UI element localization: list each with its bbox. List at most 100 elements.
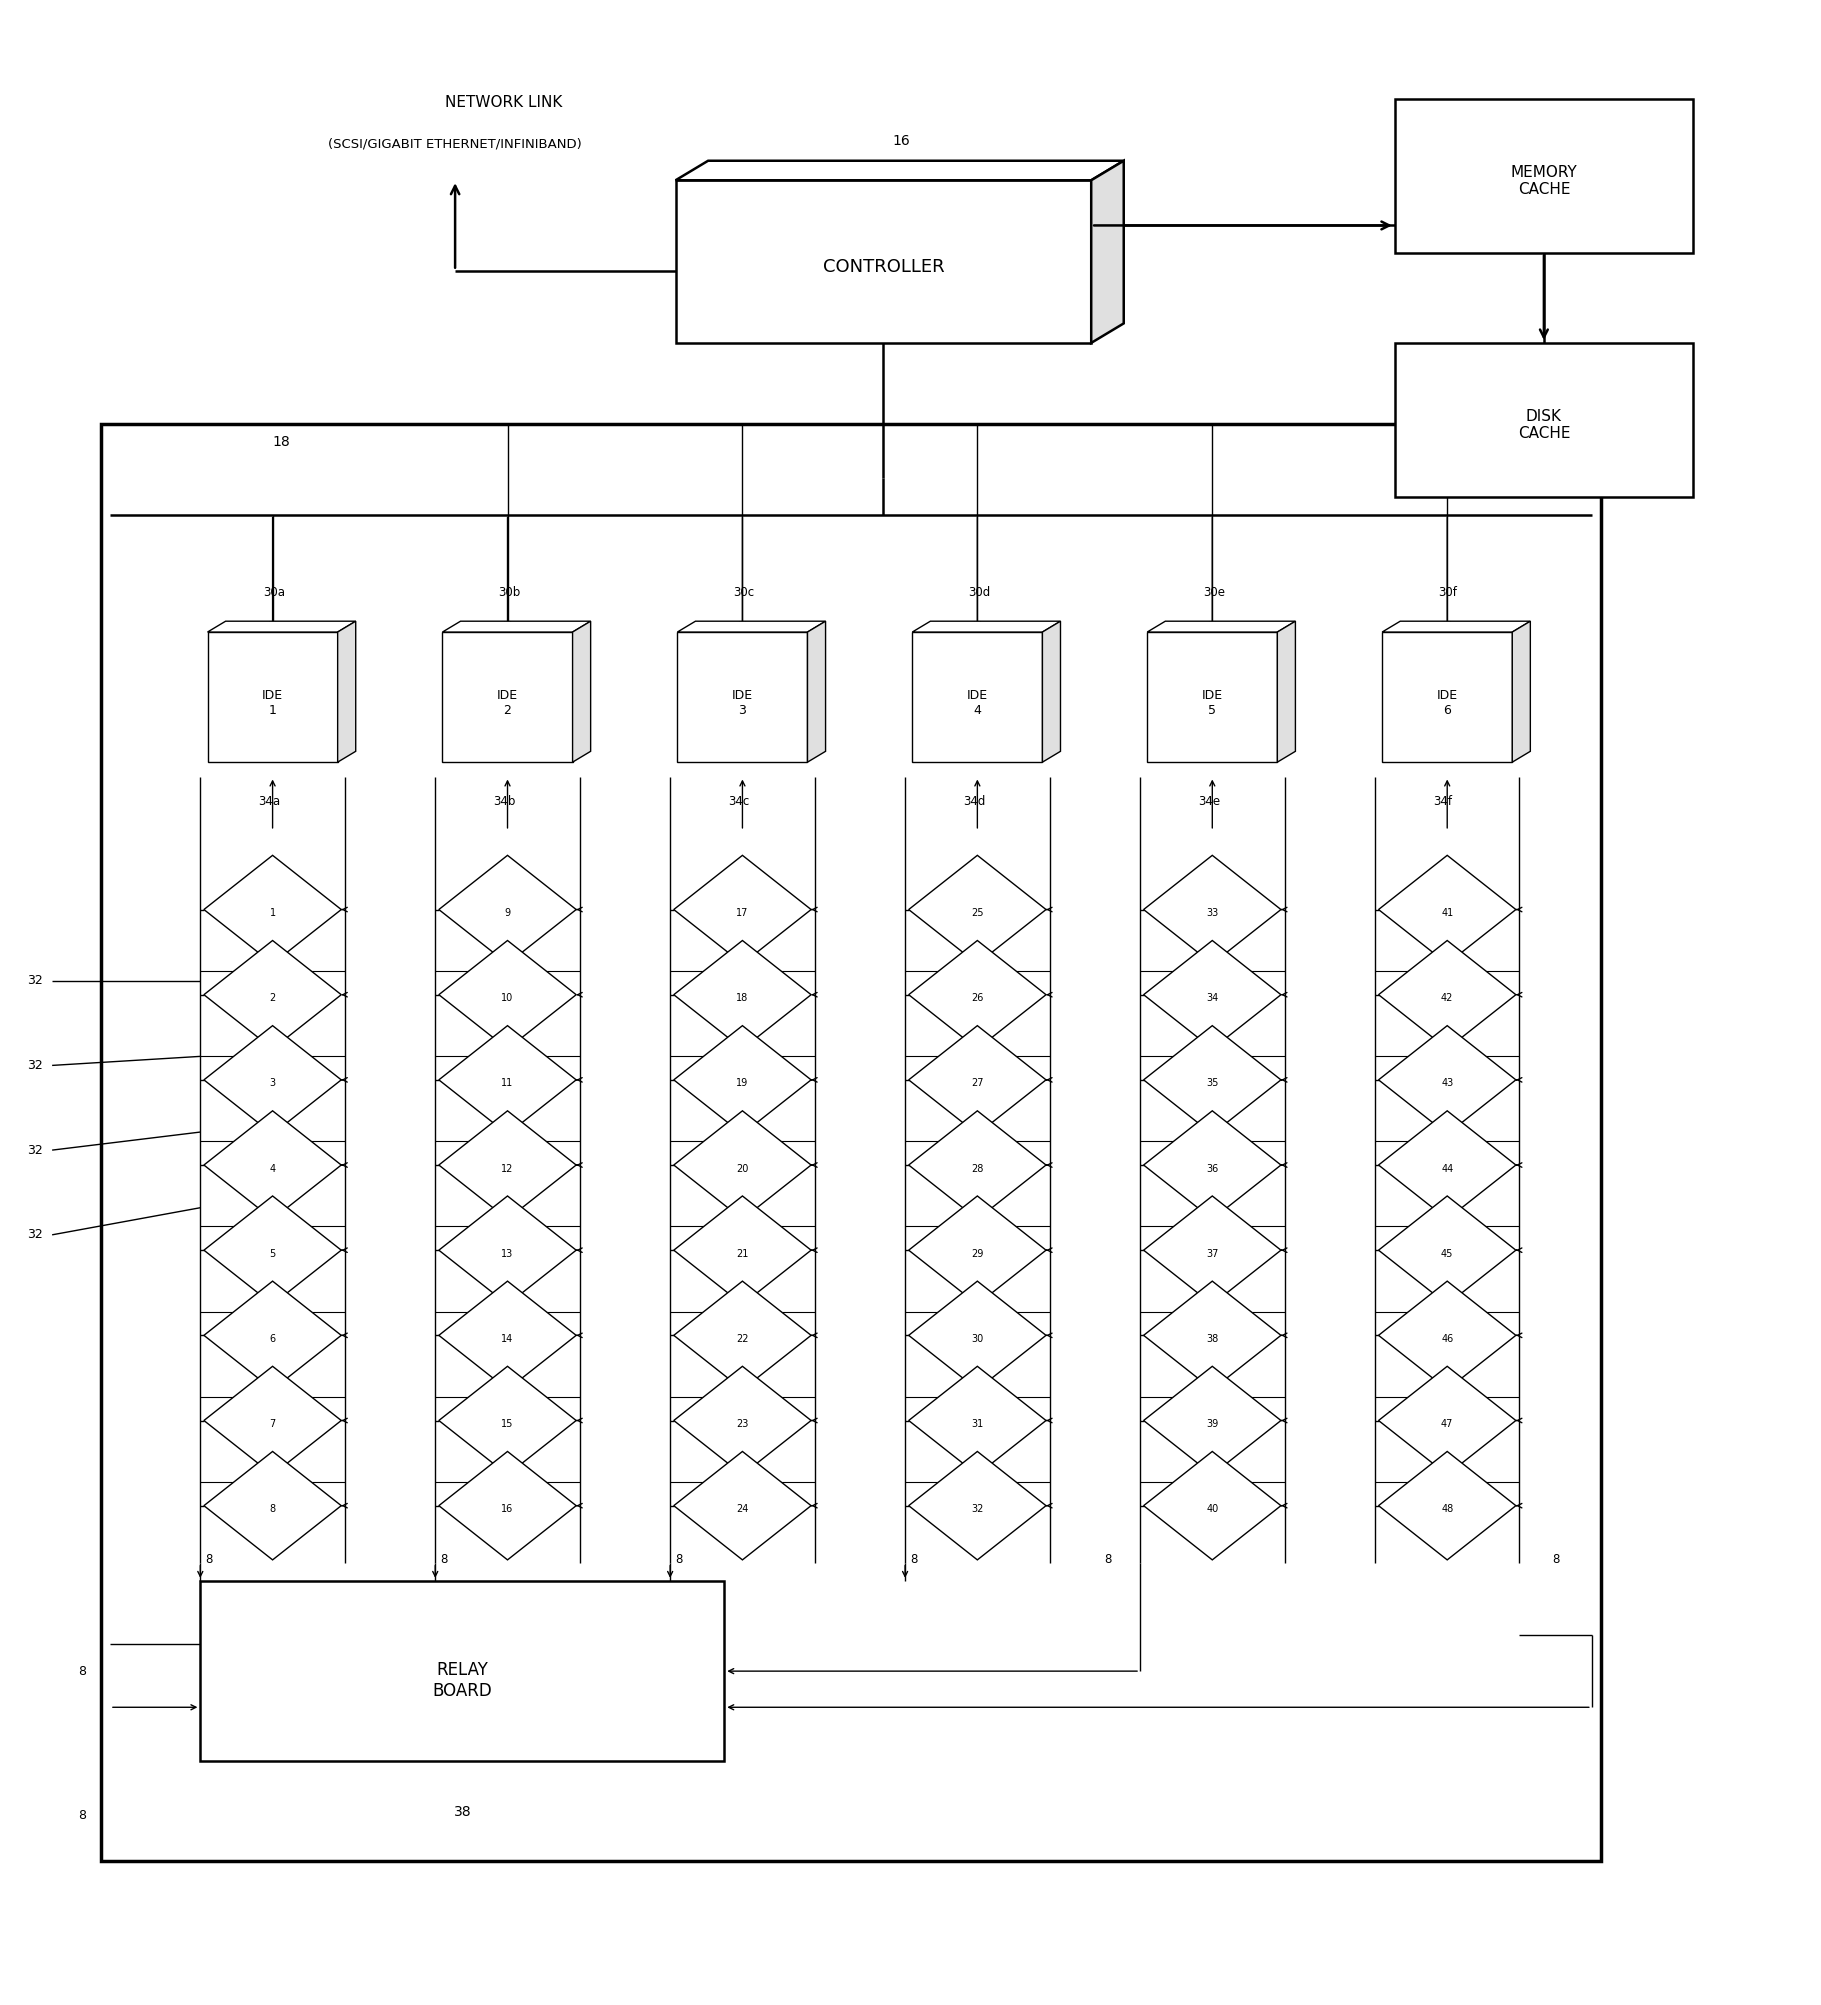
Text: (SCSI/GIGABIT ETHERNET/INFINIBAND): (SCSI/GIGABIT ETHERNET/INFINIBAND): [328, 138, 583, 150]
Text: 9: 9: [504, 908, 510, 918]
Text: RELAY
BOARD: RELAY BOARD: [432, 1660, 492, 1700]
Polygon shape: [1147, 622, 1295, 632]
Text: IDE
2: IDE 2: [497, 688, 519, 716]
Text: 26: 26: [971, 992, 983, 1002]
Text: 32: 32: [27, 974, 44, 986]
Text: 3: 3: [270, 1079, 275, 1089]
Text: 2: 2: [270, 992, 275, 1002]
Text: 36: 36: [1206, 1163, 1218, 1173]
Text: 1: 1: [270, 908, 275, 918]
Bar: [1382, 632, 1511, 762]
Bar: [912, 632, 1042, 762]
Text: 30d: 30d: [969, 585, 991, 599]
Text: 32: 32: [27, 1059, 44, 1073]
Polygon shape: [1378, 856, 1515, 964]
Polygon shape: [1378, 1452, 1515, 1560]
Polygon shape: [1378, 1111, 1515, 1219]
Text: 10: 10: [501, 992, 514, 1002]
Text: 34d: 34d: [963, 796, 985, 808]
Polygon shape: [909, 1195, 1045, 1305]
Text: 33: 33: [1206, 908, 1218, 918]
Polygon shape: [208, 622, 355, 632]
Polygon shape: [674, 1027, 810, 1135]
Polygon shape: [674, 856, 810, 964]
Text: IDE
5: IDE 5: [1202, 688, 1224, 716]
Polygon shape: [1042, 622, 1060, 762]
Polygon shape: [1144, 1452, 1280, 1560]
Polygon shape: [1378, 1281, 1515, 1389]
Text: 8: 8: [1104, 1552, 1111, 1566]
Polygon shape: [204, 1195, 341, 1305]
Text: 23: 23: [736, 1420, 748, 1430]
Text: 37: 37: [1206, 1249, 1218, 1259]
Text: IDE
3: IDE 3: [732, 688, 754, 716]
Text: IDE
1: IDE 1: [262, 688, 282, 716]
Polygon shape: [1277, 622, 1295, 762]
Polygon shape: [204, 940, 341, 1049]
Text: 8: 8: [910, 1552, 918, 1566]
Text: 44: 44: [1440, 1163, 1453, 1173]
Text: 25: 25: [971, 908, 983, 918]
Polygon shape: [204, 1111, 341, 1219]
Text: 28: 28: [971, 1163, 983, 1173]
Polygon shape: [204, 1281, 341, 1389]
Text: 38: 38: [1206, 1333, 1218, 1343]
Text: 29: 29: [971, 1249, 983, 1259]
Text: 34: 34: [1206, 992, 1218, 1002]
Polygon shape: [443, 622, 590, 632]
Text: 8: 8: [441, 1552, 448, 1566]
Polygon shape: [1144, 856, 1280, 964]
Text: 21: 21: [736, 1249, 748, 1259]
Text: 8: 8: [676, 1552, 683, 1566]
Polygon shape: [674, 1452, 810, 1560]
Text: 5: 5: [270, 1249, 275, 1259]
Polygon shape: [674, 1195, 810, 1305]
Text: 42: 42: [1440, 992, 1453, 1002]
Text: 12: 12: [501, 1163, 514, 1173]
Polygon shape: [439, 940, 575, 1049]
Text: IDE
4: IDE 4: [967, 688, 989, 716]
Polygon shape: [909, 1111, 1045, 1219]
Polygon shape: [674, 940, 810, 1049]
Text: 34a: 34a: [259, 796, 280, 808]
Bar: [1395, 98, 1694, 253]
Text: 40: 40: [1206, 1504, 1218, 1514]
Text: CONTROLLER: CONTROLLER: [823, 259, 945, 277]
Text: 18: 18: [273, 435, 290, 449]
Polygon shape: [1144, 1111, 1280, 1219]
Polygon shape: [1378, 1365, 1515, 1476]
Text: 32: 32: [27, 1229, 44, 1241]
Text: 22: 22: [736, 1333, 748, 1343]
Polygon shape: [674, 1281, 810, 1389]
Text: 43: 43: [1440, 1079, 1453, 1089]
Polygon shape: [439, 1452, 575, 1560]
Text: 32: 32: [971, 1504, 983, 1514]
Text: 4: 4: [270, 1163, 275, 1173]
Text: 41: 41: [1440, 908, 1453, 918]
Text: 18: 18: [736, 992, 748, 1002]
Polygon shape: [1144, 1365, 1280, 1476]
Polygon shape: [204, 1365, 341, 1476]
Text: 35: 35: [1206, 1079, 1218, 1089]
Bar: [1395, 343, 1694, 497]
Text: 30f: 30f: [1439, 585, 1457, 599]
Text: MEMORY
CACHE: MEMORY CACHE: [1510, 164, 1577, 196]
Polygon shape: [674, 1111, 810, 1219]
Polygon shape: [1382, 622, 1530, 632]
Polygon shape: [1144, 940, 1280, 1049]
Polygon shape: [204, 856, 341, 964]
Text: 14: 14: [501, 1333, 514, 1343]
Polygon shape: [204, 1027, 341, 1135]
Polygon shape: [674, 1365, 810, 1476]
Text: 6: 6: [270, 1333, 275, 1343]
Text: 30e: 30e: [1204, 585, 1226, 599]
Bar: [100, 425, 1601, 1861]
Text: 16: 16: [501, 1504, 514, 1514]
Text: 8: 8: [206, 1552, 213, 1566]
Polygon shape: [677, 622, 825, 632]
Text: DISK
CACHE: DISK CACHE: [1517, 409, 1570, 441]
Polygon shape: [439, 1195, 575, 1305]
Text: 8: 8: [1551, 1552, 1559, 1566]
Text: 48: 48: [1440, 1504, 1453, 1514]
Text: 34e: 34e: [1198, 796, 1220, 808]
